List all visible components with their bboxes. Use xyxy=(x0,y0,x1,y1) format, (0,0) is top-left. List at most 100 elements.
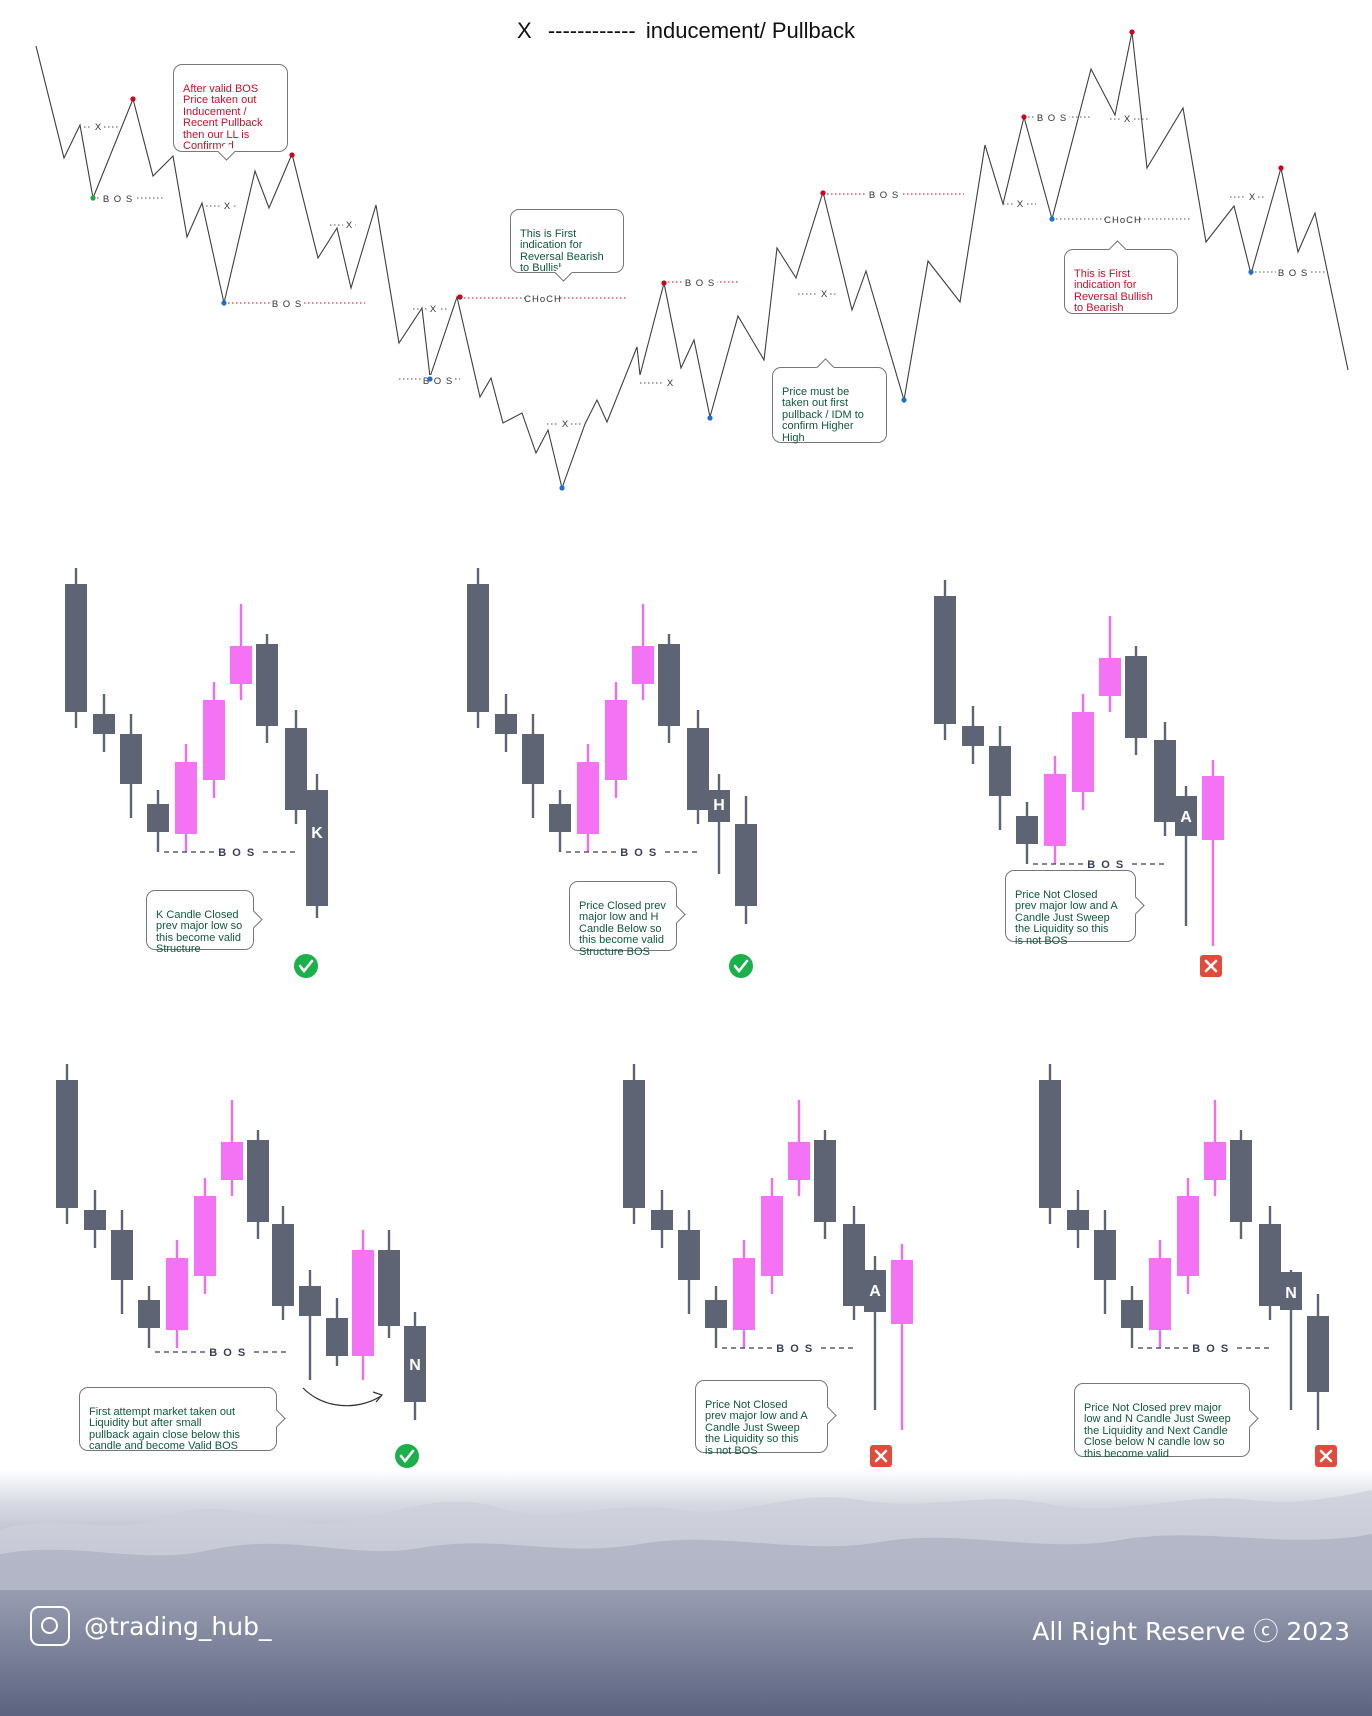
label-backdrop xyxy=(818,286,830,297)
letter-candle xyxy=(1175,796,1197,836)
reversal-bullish-text: This is First indication for Reversal Be… xyxy=(520,227,604,274)
candle xyxy=(120,734,142,784)
candle xyxy=(56,1080,78,1208)
inducement-x: X xyxy=(346,220,353,231)
candle xyxy=(1125,656,1147,738)
label-backdrop xyxy=(1246,189,1258,200)
candle xyxy=(378,1250,400,1326)
bos-label: B O S xyxy=(1037,113,1067,124)
choch-label: CHoCH xyxy=(524,294,562,305)
candle xyxy=(285,728,307,810)
footer-handle[interactable]: @trading_hub_ xyxy=(84,1612,272,1641)
example-2-candles: B O S H xyxy=(467,568,757,924)
swing-high-dot xyxy=(1278,165,1284,171)
example-2-note: Price Closed prev major low and H Candle… xyxy=(569,881,686,957)
candle xyxy=(1039,1080,1061,1208)
candle xyxy=(1094,1230,1116,1280)
swing-high-dot xyxy=(1021,114,1027,120)
reversal-bearish-callout: This is First indication for Reversal Bu… xyxy=(1064,240,1178,314)
candle xyxy=(1259,1224,1281,1306)
candle xyxy=(1202,776,1224,840)
candle xyxy=(1307,1316,1329,1392)
candle xyxy=(272,1224,294,1306)
cross-mark xyxy=(1204,959,1218,973)
swing-low-dot xyxy=(901,397,907,403)
example-3-note-text: Price Not Closed prev major low and A Ca… xyxy=(1015,888,1118,947)
candle-letter: N xyxy=(409,1357,421,1374)
label-backdrop xyxy=(1276,267,1310,279)
swing-high-dot xyxy=(1129,29,1135,35)
label-backdrop xyxy=(205,1344,251,1358)
letter-candle xyxy=(864,1270,886,1312)
example-4-note: First attempt market taken out Liquidity… xyxy=(79,1387,286,1452)
legend: X ------------ inducement/ Pullback xyxy=(0,18,1372,44)
candle xyxy=(1072,712,1094,792)
candle xyxy=(65,584,87,712)
candle xyxy=(352,1250,374,1356)
swing-high-dot xyxy=(289,152,295,158)
price-must-callout: Price must be taken out first pullback /… xyxy=(772,358,887,444)
label-backdrop xyxy=(343,217,355,228)
inducement-x: X xyxy=(430,304,437,315)
check-mark xyxy=(733,959,749,974)
bos-label: B O S xyxy=(620,847,657,859)
example-6-note-text: Price Not Closed prev major low and N Ca… xyxy=(1084,1401,1231,1460)
candle xyxy=(549,804,571,832)
candle xyxy=(687,728,709,810)
candle xyxy=(522,734,544,784)
candle xyxy=(111,1230,133,1280)
swing-low-dot xyxy=(1049,216,1055,222)
candle xyxy=(1154,740,1176,822)
choch-label: CHoCH xyxy=(1104,215,1142,226)
candle xyxy=(1099,658,1121,696)
label-backdrop xyxy=(772,1340,818,1354)
candle xyxy=(623,1080,645,1208)
reversal-bullish-callout: This is First indication for Reversal Be… xyxy=(510,209,624,282)
footer-mist xyxy=(0,1490,1372,1590)
price-must-text: Price must be taken out first pullback /… xyxy=(782,385,864,444)
label-backdrop xyxy=(526,293,560,305)
candle xyxy=(166,1258,188,1330)
inducement-x: X xyxy=(1017,199,1024,210)
candle xyxy=(735,824,757,906)
candle xyxy=(147,804,169,832)
label-backdrop xyxy=(1014,196,1026,207)
example-6-note: Price Not Closed prev major low and N Ca… xyxy=(1074,1383,1259,1460)
bos-label: B O S xyxy=(272,299,302,310)
after-bos-text: After valid BOS Price taken out Induceme… xyxy=(183,82,263,152)
candle xyxy=(934,596,956,724)
candle xyxy=(175,762,197,834)
bos-label: B O S xyxy=(1278,268,1308,279)
legend-dashes: ------------ xyxy=(547,18,636,43)
candle xyxy=(1044,774,1066,846)
bos-label: B O S xyxy=(1192,1343,1229,1355)
swing-high-dot xyxy=(661,280,667,286)
label-backdrop xyxy=(559,416,571,427)
inducement-x: X xyxy=(821,289,828,300)
start-dot xyxy=(90,195,96,201)
candle xyxy=(1121,1300,1143,1328)
candle xyxy=(1230,1140,1252,1222)
bos-label: B O S xyxy=(423,376,453,387)
label-backdrop xyxy=(1121,111,1133,122)
candle xyxy=(577,762,599,834)
inducement-x: X xyxy=(95,122,102,133)
candle xyxy=(495,714,517,734)
example-3-note: Price Not Closed prev major low and A Ca… xyxy=(1005,870,1145,946)
arrow-head xyxy=(372,1391,384,1403)
cross-mark xyxy=(874,1449,888,1463)
label-backdrop xyxy=(1083,856,1129,870)
example-1-note-text: K Candle Closed prev major low so this b… xyxy=(156,908,243,955)
candle xyxy=(989,746,1011,796)
label-backdrop xyxy=(616,844,662,858)
letter-candle xyxy=(1280,1272,1302,1310)
swing-low-dot xyxy=(559,485,565,491)
candle xyxy=(632,646,654,684)
example-4-note-text: First attempt market taken out Liquidity… xyxy=(89,1405,241,1452)
letter-candle xyxy=(404,1326,426,1402)
candle xyxy=(1149,1258,1171,1330)
curved-arrow xyxy=(302,1387,382,1407)
example-3-candles: B O S A xyxy=(934,580,1224,946)
label-backdrop xyxy=(1188,1340,1234,1354)
candle xyxy=(299,1286,321,1316)
